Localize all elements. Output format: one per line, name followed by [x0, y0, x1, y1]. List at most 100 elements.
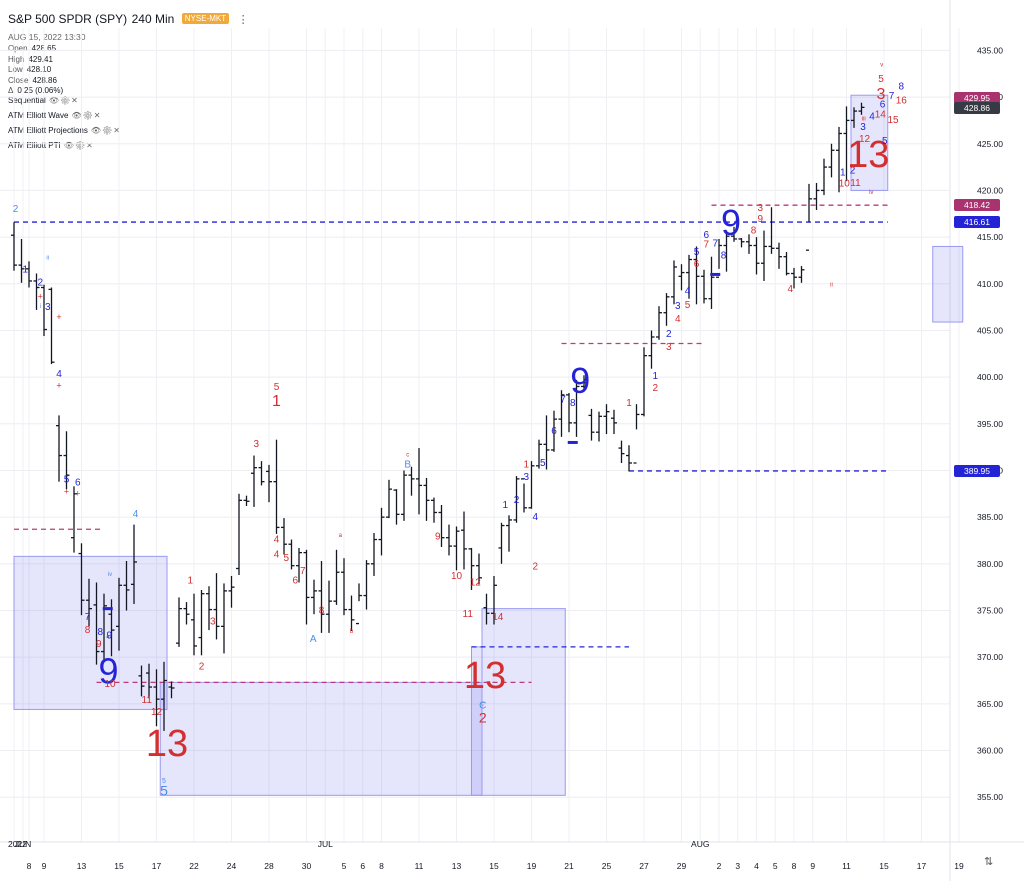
wave-count-label: 3: [666, 342, 672, 353]
wave-count-label: 7: [889, 91, 895, 102]
x-tick-label: 19: [954, 861, 964, 871]
x-tick-label: 8: [27, 861, 32, 871]
wave-count-label: 13: [847, 134, 889, 176]
indicator-elliott-pti[interactable]: ATM Elliott PTI 👁⚙✕: [8, 141, 94, 150]
wave-count-label: 14: [492, 612, 504, 623]
wave-count-label: 5: [160, 782, 168, 798]
y-tick-label: 395.00: [977, 419, 1003, 429]
wave-count-label: 6: [75, 477, 81, 488]
wave-count-label: 9: [721, 202, 741, 243]
wave-count-label: 2: [532, 561, 538, 572]
x-tick-label: 15: [489, 861, 499, 871]
wave-count-label: i: [40, 304, 41, 310]
wave-count-label: 1: [22, 265, 28, 276]
wave-count-label: 10: [839, 179, 851, 190]
axis-scale-toggle-icon[interactable]: ⇅: [984, 856, 994, 868]
indicator-name: ATM Elliott Projections: [8, 126, 88, 135]
x-tick-label: 30: [302, 861, 312, 871]
wave-count-label: c: [406, 452, 409, 458]
indicator-elliott-projections[interactable]: ATM Elliott Projections 👁⚙✕: [8, 126, 121, 135]
indicator-visibility-settings-close-icons[interactable]: 👁⚙✕: [48, 96, 79, 105]
wave-count-label: 8: [85, 625, 91, 636]
y-tick-label: 425.00: [977, 139, 1003, 149]
wave-count-label: 3: [210, 616, 216, 627]
price-axis-label: 418.42: [954, 199, 1000, 212]
x-tick-label: 21: [564, 861, 574, 871]
wave-count-label: 13: [464, 655, 506, 697]
wave-count-label: 8: [319, 605, 325, 616]
x-tick-label: 27: [639, 861, 649, 871]
y-tick-label: 375.00: [977, 605, 1003, 615]
wave-count-label: 2: [37, 278, 43, 289]
wave-count-label: 10: [451, 571, 463, 582]
wave-count-label: 7: [703, 239, 709, 250]
wave-count-label: 9: [435, 532, 441, 543]
wave-count-label: 3: [523, 472, 529, 483]
wave-count-label: 5: [882, 136, 888, 147]
wave-count-label: a: [339, 533, 343, 539]
y-tick-label: 420.00: [977, 185, 1003, 195]
wave-count-label: 4: [787, 284, 793, 295]
wave-count-label: 4: [56, 369, 62, 380]
wave-count-label: 4: [274, 534, 280, 545]
indicator-visibility-settings-close-icons[interactable]: 👁⚙✕: [71, 111, 102, 120]
wave-count-label: 1: [272, 393, 281, 410]
more-options-icon[interactable]: ⋮: [237, 14, 249, 26]
indicator-visibility-settings-close-icons[interactable]: 👁⚙✕: [90, 126, 121, 135]
x-tick-label: 15: [114, 861, 124, 871]
wave-count-label: 11: [850, 178, 861, 189]
wave-count-label: 15: [887, 115, 899, 126]
price-axis-label: 429.95: [954, 91, 1000, 104]
wave-count-label: 2: [199, 661, 205, 672]
y-tick-label: 385.00: [977, 512, 1003, 522]
wave-count-label: 2: [514, 495, 520, 506]
x-tick-label: 24: [227, 861, 237, 871]
y-tick-label: 355.00: [977, 792, 1003, 802]
wave-count-label: 1: [840, 167, 846, 178]
x-tick-label: 6: [360, 861, 365, 871]
indicator-elliott-wave[interactable]: ATM Elliott Wave 👁⚙✕: [8, 111, 101, 120]
wave-count-label: 9: [757, 214, 763, 225]
wave-count-label: 8: [721, 251, 727, 262]
symbol-title[interactable]: S&P 500 SPDR (SPY): [8, 12, 128, 26]
wave-count-label: 6: [292, 575, 298, 586]
x-tick-label: 9: [42, 861, 47, 871]
wave-count-label: 13: [146, 723, 188, 765]
indicator-name: Sequential: [8, 96, 46, 105]
x-tick-label: 15: [879, 861, 889, 871]
indicator-sequential[interactable]: Sequential 👁⚙✕: [8, 96, 79, 105]
wave-count-label: 1: [187, 575, 193, 586]
wave-count-label: 9: [106, 631, 112, 642]
wave-count-label: iv: [869, 190, 873, 196]
price-axis-label: 389.95: [954, 464, 1000, 477]
ohlc-low: Low 428.10: [8, 65, 52, 74]
title-row: S&P 500 SPDR (SPY) 240 Min NYSE-MKT ⋮: [8, 10, 249, 28]
wave-count-label: 3: [877, 86, 886, 103]
exchange-badge: NYSE-MKT: [181, 13, 230, 25]
wave-count-label: 1: [523, 460, 529, 471]
wave-count-label: 3: [45, 302, 51, 313]
wave-count-label: +: [64, 487, 69, 497]
wave-count-label: 1: [626, 398, 632, 409]
x-tick-label: 4: [754, 861, 759, 871]
projection-box: [850, 94, 889, 191]
interval-label[interactable]: 240 Min: [131, 12, 175, 26]
x-tick-label: 11: [842, 861, 851, 871]
x-tick-label: 28: [264, 861, 274, 871]
x-tick-label: 17: [152, 861, 162, 871]
wave-count-label: 7: [85, 612, 91, 623]
wave-count-label: 11: [142, 695, 153, 706]
indicator-visibility-settings-close-icons[interactable]: 👁⚙✕: [63, 141, 94, 150]
y-tick-label: 370.00: [977, 652, 1003, 662]
wave-count-label: 6: [694, 259, 700, 270]
wave-count-label: 7: [300, 566, 306, 577]
wave-count-label: 3: [860, 122, 866, 133]
wave-count-label: 4: [869, 111, 875, 122]
ohlc-close: Close 428.86: [8, 75, 57, 85]
wave-count-label: 6: [703, 230, 709, 241]
indicator-name: ATM Elliott PTI: [8, 141, 61, 150]
wave-count-label: 9: [96, 639, 102, 650]
wave-count-label: 5: [540, 458, 546, 469]
wave-count-label: 2: [666, 329, 672, 340]
